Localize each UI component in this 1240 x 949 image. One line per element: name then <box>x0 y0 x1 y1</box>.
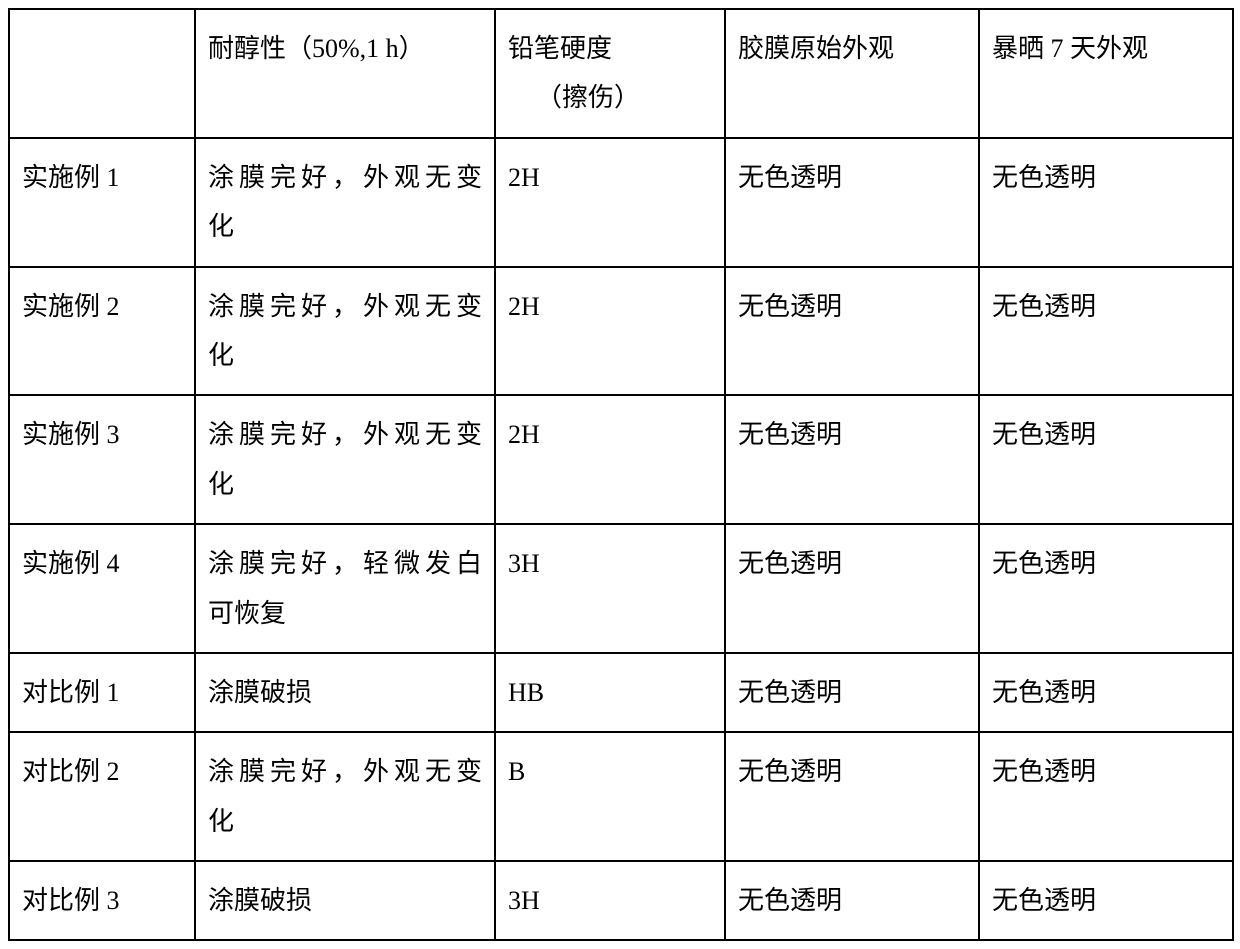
table-row: 对比例 2 涂膜完好，外观无变 化 B 无色透明 无色透明 <box>9 732 1233 861</box>
row-alcohol-line2: 化 <box>208 807 234 836</box>
header-col4: 胶膜原始外观 <box>725 9 979 138</box>
row-alcohol: 涂膜破损 <box>195 653 495 732</box>
table-row: 实施例 3 涂膜完好，外观无变 化 2H 无色透明 无色透明 <box>9 395 1233 524</box>
row-alcohol: 涂膜破损 <box>195 861 495 940</box>
row-alcohol-line1: 涂膜完好，外观无变 <box>208 410 482 459</box>
row-original: 无色透明 <box>725 138 979 267</box>
row-original: 无色透明 <box>725 267 979 396</box>
row-exposed: 无色透明 <box>979 861 1233 940</box>
row-exposed: 无色透明 <box>979 138 1233 267</box>
header-col3-line1: 铅笔硬度 <box>508 34 612 63</box>
row-exposed: 无色透明 <box>979 732 1233 861</box>
row-alcohol-line1: 涂膜完好，外观无变 <box>208 282 482 331</box>
row-hardness: 2H <box>495 138 725 267</box>
row-original: 无色透明 <box>725 653 979 732</box>
header-col1 <box>9 9 195 138</box>
row-exposed: 无色透明 <box>979 395 1233 524</box>
row-alcohol: 涂膜完好，外观无变 化 <box>195 138 495 267</box>
row-alcohol-line1: 涂膜完好，外观无变 <box>208 747 482 796</box>
row-hardness: HB <box>495 653 725 732</box>
row-alcohol-line2: 化 <box>208 212 234 241</box>
row-alcohol: 涂膜完好，外观无变 化 <box>195 732 495 861</box>
row-alcohol: 涂膜完好，外观无变 化 <box>195 267 495 396</box>
row-label: 实施例 4 <box>9 524 195 653</box>
row-label: 实施例 2 <box>9 267 195 396</box>
header-col3: 铅笔硬度 （擦伤） <box>495 9 725 138</box>
results-table: 耐醇性（50%,1 h） 铅笔硬度 （擦伤） 胶膜原始外观 暴晒 7 天外观 实… <box>8 8 1234 941</box>
row-label: 实施例 3 <box>9 395 195 524</box>
row-alcohol: 涂膜完好，外观无变 化 <box>195 395 495 524</box>
row-alcohol-line1: 涂膜完好，外观无变 <box>208 153 482 202</box>
header-col2: 耐醇性（50%,1 h） <box>195 9 495 138</box>
row-exposed: 无色透明 <box>979 653 1233 732</box>
row-original: 无色透明 <box>725 395 979 524</box>
row-original: 无色透明 <box>725 524 979 653</box>
row-alcohol: 涂膜完好，轻微发白 可恢复 <box>195 524 495 653</box>
table-row: 对比例 1 涂膜破损 HB 无色透明 无色透明 <box>9 653 1233 732</box>
table-row: 实施例 4 涂膜完好，轻微发白 可恢复 3H 无色透明 无色透明 <box>9 524 1233 653</box>
row-hardness: 2H <box>495 267 725 396</box>
row-alcohol-line2: 化 <box>208 341 234 370</box>
table-row: 实施例 2 涂膜完好，外观无变 化 2H 无色透明 无色透明 <box>9 267 1233 396</box>
row-label: 实施例 1 <box>9 138 195 267</box>
row-alcohol-line2: 化 <box>208 470 234 499</box>
table-row: 对比例 3 涂膜破损 3H 无色透明 无色透明 <box>9 861 1233 940</box>
row-label: 对比例 2 <box>9 732 195 861</box>
row-alcohol-line1: 涂膜完好，轻微发白 <box>208 539 482 588</box>
row-label: 对比例 1 <box>9 653 195 732</box>
table-row: 实施例 1 涂膜完好，外观无变 化 2H 无色透明 无色透明 <box>9 138 1233 267</box>
row-label: 对比例 3 <box>9 861 195 940</box>
row-hardness: 3H <box>495 861 725 940</box>
row-original: 无色透明 <box>725 732 979 861</box>
row-original: 无色透明 <box>725 861 979 940</box>
row-hardness: 3H <box>495 524 725 653</box>
table-header-row: 耐醇性（50%,1 h） 铅笔硬度 （擦伤） 胶膜原始外观 暴晒 7 天外观 <box>9 9 1233 138</box>
header-col5: 暴晒 7 天外观 <box>979 9 1233 138</box>
row-exposed: 无色透明 <box>979 267 1233 396</box>
row-alcohol-line2: 可恢复 <box>208 599 286 628</box>
row-exposed: 无色透明 <box>979 524 1233 653</box>
row-hardness: 2H <box>495 395 725 524</box>
header-col3-line2: （擦伤） <box>508 73 712 122</box>
row-hardness: B <box>495 732 725 861</box>
